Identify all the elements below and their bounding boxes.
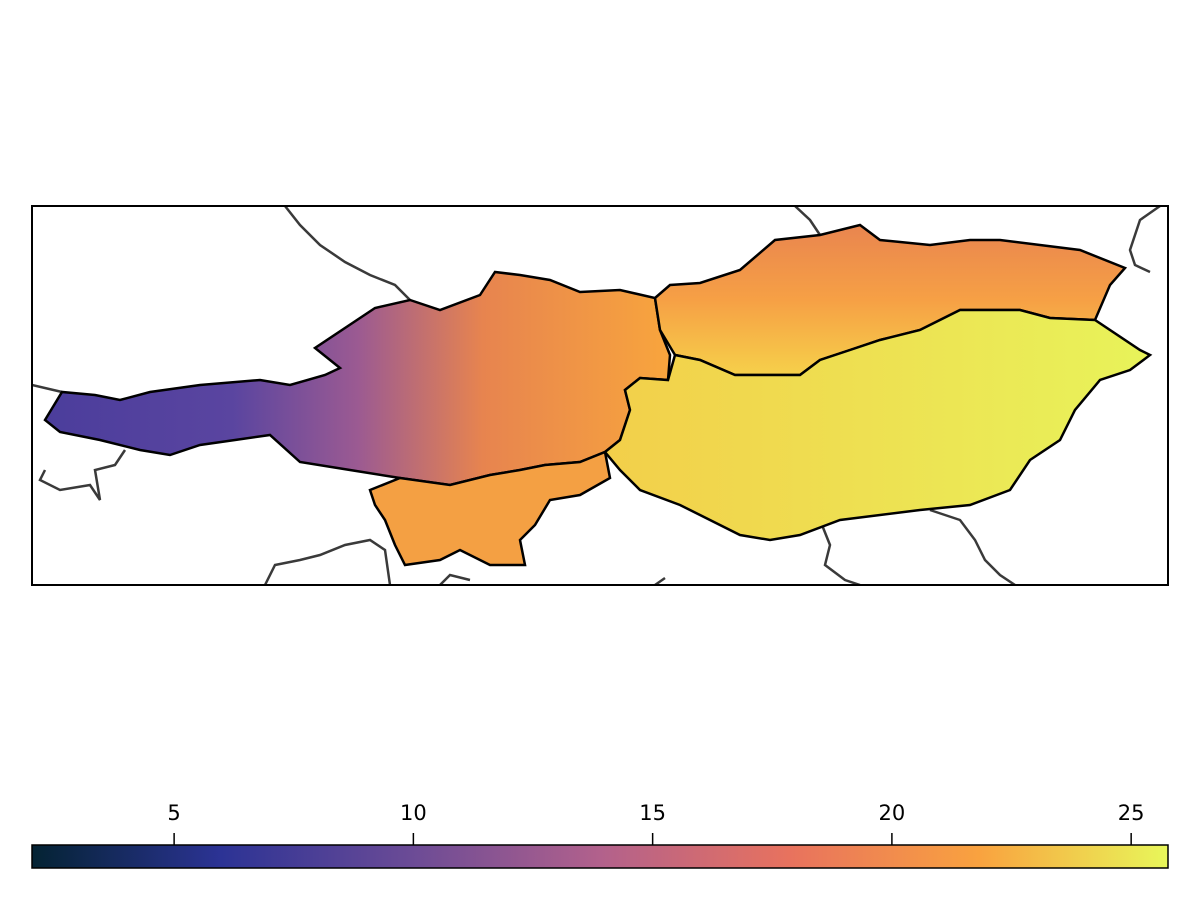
neighbor-borders	[32, 206, 1161, 585]
colorbar-ramp	[31, 844, 1169, 869]
tick-label: 15	[639, 801, 666, 825]
tick-label: 10	[400, 801, 427, 825]
tick-label: 25	[1118, 801, 1145, 825]
slovenia	[368, 450, 612, 567]
colorbar: 5 10 15 20 25	[31, 801, 1169, 869]
map-frame	[31, 205, 1169, 586]
hungary	[603, 308, 1153, 542]
austria	[43, 270, 672, 487]
countries	[43, 223, 1153, 567]
tick-label: 20	[879, 801, 906, 825]
tick-label: 5	[167, 801, 180, 825]
map-layer	[32, 206, 1161, 585]
